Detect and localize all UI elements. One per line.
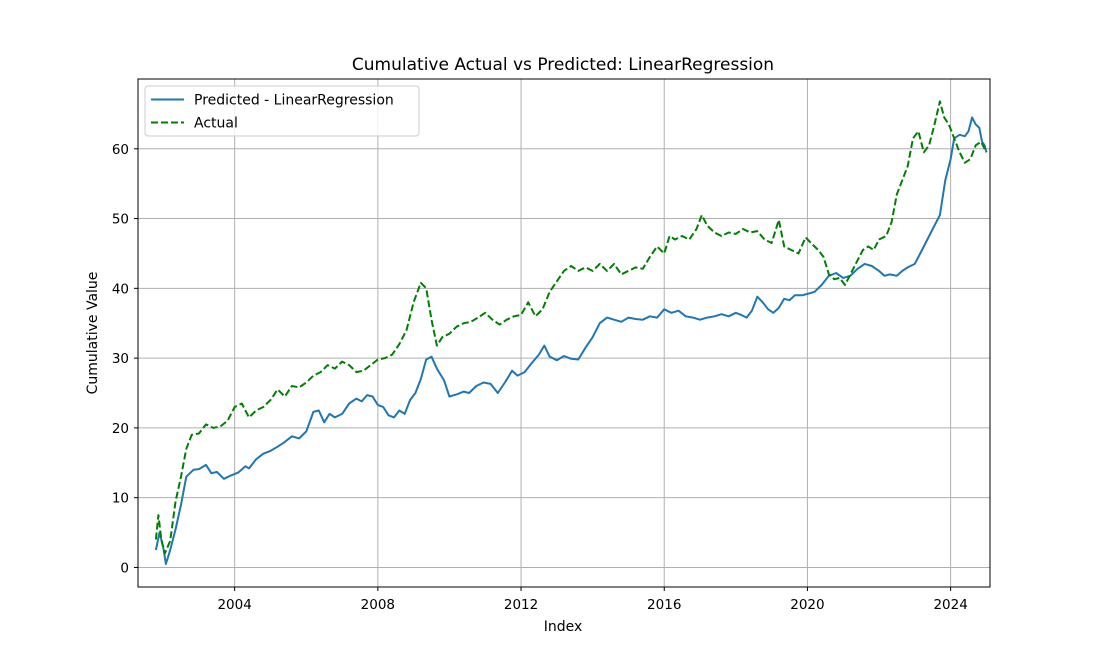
x-tick-label: 2004	[217, 597, 251, 613]
series-lines	[154, 100, 988, 565]
x-axis-label: Index	[544, 619, 583, 635]
y-tick-label: 30	[112, 351, 129, 367]
plot-area-frame	[137, 78, 991, 588]
chart-title: Cumulative Actual vs Predicted: LinearRe…	[352, 55, 774, 75]
x-tick-label: 2024	[933, 597, 967, 613]
series-line-actual	[154, 100, 988, 555]
legend-label-actual: Actual	[194, 116, 238, 132]
y-axis-label: Cumulative Value	[85, 272, 101, 395]
grid-lines	[138, 79, 990, 587]
y-tick-label: 0	[120, 560, 129, 576]
legend-box	[144, 85, 420, 137]
legend-label-predicted: Predicted - LinearRegression	[194, 93, 394, 109]
x-tick-label: 2008	[361, 597, 395, 613]
y-tick-label: 50	[112, 212, 129, 228]
series-line-predicted	[154, 116, 988, 565]
y-tick-label: 10	[112, 491, 129, 507]
y-axis-ticks: 0 10 20 30 40 50 60	[112, 142, 138, 576]
legend: Predicted - LinearRegression Actual	[144, 85, 420, 137]
x-tick-label: 2012	[504, 597, 538, 613]
x-tick-label: 2016	[647, 597, 681, 613]
x-tick-label: 2020	[790, 597, 824, 613]
y-tick-label: 20	[112, 421, 129, 437]
x-axis-ticks: 2004 2008 2012 2016 2020 2024	[217, 587, 968, 613]
y-tick-label: 40	[112, 281, 129, 297]
y-tick-label: 60	[112, 142, 129, 158]
